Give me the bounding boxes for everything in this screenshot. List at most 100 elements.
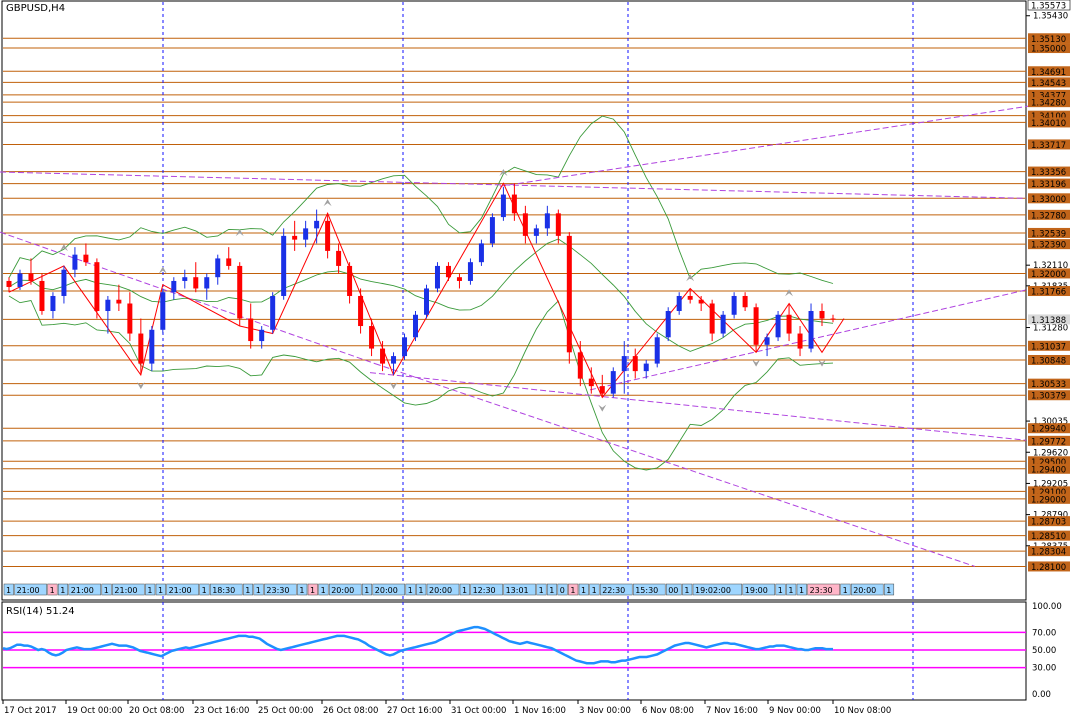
rsi-axis-label: 30.00 bbox=[1032, 664, 1056, 674]
time-marker-box bbox=[426, 583, 460, 596]
time-axis-label: 19 Oct 00:00 bbox=[67, 706, 122, 716]
fractal-arrows bbox=[59, 169, 827, 412]
candle-bull bbox=[50, 295, 56, 312]
candle-bull bbox=[478, 243, 484, 263]
price-level-label: 1.30848 bbox=[1031, 356, 1066, 366]
time-marker-box bbox=[145, 583, 156, 596]
time-marker-label: 1 bbox=[408, 586, 413, 595]
candle-bull bbox=[423, 288, 429, 315]
time-marker-label: 23:30 bbox=[810, 586, 833, 595]
price-level-label: 1.29500 bbox=[1031, 458, 1066, 468]
time-axis-label: 26 Oct 08:00 bbox=[323, 706, 378, 716]
time-marker-label: 22:30 bbox=[602, 586, 625, 595]
time-marker-label: 1 bbox=[418, 586, 423, 595]
time-marker-label: 1 bbox=[158, 586, 163, 595]
price-level-label: 1.32390 bbox=[1031, 241, 1066, 251]
price-level-label: 1.35000 bbox=[1031, 45, 1066, 55]
candle-bull bbox=[204, 277, 210, 289]
candle-bear bbox=[358, 295, 364, 327]
candle-bear bbox=[555, 213, 561, 236]
time-axis-label: 27 Oct 16:00 bbox=[387, 706, 442, 716]
time-marker-label: 1 bbox=[245, 586, 250, 595]
time-marker-label: 21:00 bbox=[114, 586, 137, 595]
price-level-label: 1.28510 bbox=[1031, 532, 1066, 542]
price-level-box bbox=[1028, 561, 1070, 572]
time-marker-label: 1 bbox=[104, 586, 109, 595]
price-level-box bbox=[1028, 435, 1070, 446]
price-level-label: 1.28703 bbox=[1031, 518, 1066, 528]
fractal-arrow bbox=[686, 274, 695, 282]
candle-bear bbox=[599, 386, 605, 394]
price-level-label: 1.34377 bbox=[1031, 91, 1066, 101]
trend-line bbox=[0, 171, 1027, 199]
time-marker-box bbox=[840, 583, 851, 596]
candle-bull bbox=[270, 295, 276, 330]
rsi-indicator: 100.00 70.00 50.00 30.00 0.00 bbox=[2, 602, 1062, 700]
price-level-box bbox=[1028, 354, 1070, 365]
time-marker-box bbox=[416, 583, 427, 596]
price-tick-label: 1.28790 bbox=[1033, 511, 1068, 521]
trend-line bbox=[374, 363, 976, 567]
fractal-arrow bbox=[818, 359, 827, 367]
time-marker-box bbox=[796, 583, 807, 596]
candle-bear bbox=[456, 277, 462, 281]
candle-bear bbox=[742, 295, 748, 308]
rsi-line bbox=[2, 625, 833, 665]
time-marker-label: 20:00 bbox=[331, 586, 354, 595]
time-axis-label: 31 Oct 00:00 bbox=[451, 706, 506, 716]
price-level-label: 1.29940 bbox=[1031, 425, 1066, 435]
time-marker-label: 1 bbox=[778, 586, 783, 595]
time-marker-label: 15:30 bbox=[635, 586, 658, 595]
time-marker-label: 1 bbox=[570, 586, 575, 595]
time-marker-box bbox=[786, 583, 797, 596]
time-marker-label: 21:00 bbox=[17, 586, 40, 595]
time-marker-box bbox=[57, 583, 69, 596]
candle-bull bbox=[105, 299, 111, 312]
price-level-box bbox=[1028, 66, 1070, 77]
time-axis-label: 6 Nov 08:00 bbox=[642, 706, 694, 716]
time-marker-box bbox=[199, 583, 210, 596]
candle-bear bbox=[380, 348, 386, 364]
fractal-arrow bbox=[598, 404, 607, 412]
price-level-label: 1.29400 bbox=[1031, 465, 1066, 475]
time-marker-label: 1 bbox=[147, 586, 152, 595]
candle-bear bbox=[347, 265, 353, 296]
candle-bear bbox=[336, 250, 342, 266]
rsi-axis-label: 50.00 bbox=[1032, 646, 1056, 656]
candle-bear bbox=[522, 213, 528, 236]
time-marker-label: 21:00 bbox=[71, 586, 94, 595]
time-marker-box bbox=[536, 583, 547, 596]
rsi-axis-label: 100.00 bbox=[1032, 602, 1062, 612]
time-axis-label: 1 Nov 16:00 bbox=[514, 706, 566, 716]
price-level-box bbox=[1028, 110, 1070, 121]
time-marker-label: 1 bbox=[684, 586, 689, 595]
price-level-label: 1.35130 bbox=[1031, 35, 1066, 45]
time-marker-box bbox=[328, 583, 362, 596]
time-marker-box bbox=[372, 583, 406, 596]
candle-bull bbox=[665, 311, 671, 338]
time-marker-box bbox=[253, 583, 264, 596]
candle-bull bbox=[434, 265, 440, 289]
price-level-box bbox=[1028, 378, 1070, 389]
fractal-arrow bbox=[235, 229, 244, 237]
trend-line bbox=[499, 103, 1041, 187]
price-level-label: 1.34010 bbox=[1031, 119, 1066, 129]
candle-bull bbox=[61, 269, 67, 296]
bollinger-bands bbox=[8, 115, 834, 471]
candle-bull bbox=[259, 329, 265, 342]
price-level-box bbox=[1028, 456, 1070, 467]
candle-bear bbox=[709, 303, 715, 334]
time-marker-box bbox=[546, 583, 558, 596]
candle-bull bbox=[643, 363, 649, 372]
time-axis-label: 17 Oct 2017 bbox=[4, 706, 57, 716]
price-level-box bbox=[1028, 193, 1070, 204]
price-level-box bbox=[1028, 486, 1070, 497]
price-level-box bbox=[1028, 423, 1070, 434]
price-level-box bbox=[1028, 530, 1070, 541]
time-axis-label: 23 Oct 16:00 bbox=[194, 706, 249, 716]
candle-bear bbox=[632, 356, 638, 372]
time-marker-label: 20:00 bbox=[429, 586, 452, 595]
price-level-label: 1.29000 bbox=[1031, 495, 1066, 505]
price-level-label: 1.31037 bbox=[1031, 342, 1066, 352]
